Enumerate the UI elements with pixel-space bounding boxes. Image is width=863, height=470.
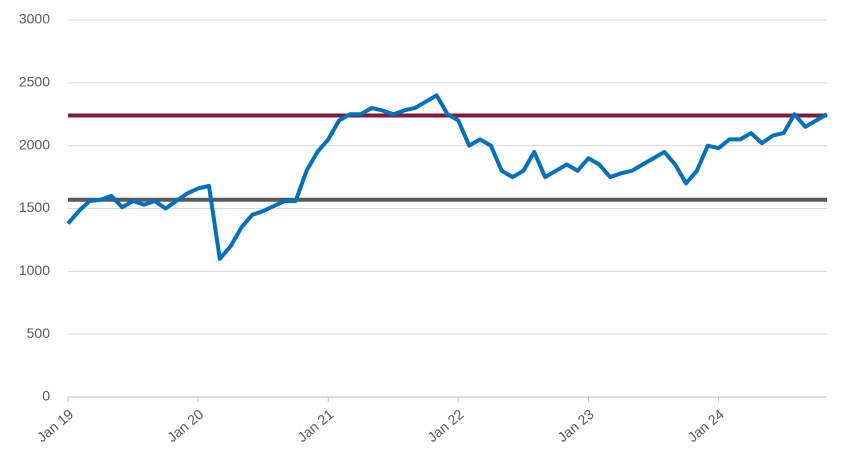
x-tick-label: Jan 23	[554, 406, 597, 445]
y-tick-label: 1000	[19, 262, 50, 278]
x-tick-label: Jan 21	[294, 406, 337, 445]
y-tick-label: 0	[42, 388, 50, 404]
x-tick-label: Jan 20	[164, 406, 207, 445]
y-tick-label: 3000	[19, 11, 50, 27]
y-tick-label: 2500	[19, 74, 50, 90]
data-line	[66, 93, 829, 261]
x-tick-label: Jan 19	[34, 406, 77, 445]
y-tick-label: 1500	[19, 199, 50, 215]
x-tick-label: Jan 22	[424, 406, 467, 445]
y-tick-label: 2000	[19, 136, 50, 152]
y-tick-label: 500	[27, 325, 51, 341]
x-tick-label: Jan 24	[684, 406, 727, 445]
